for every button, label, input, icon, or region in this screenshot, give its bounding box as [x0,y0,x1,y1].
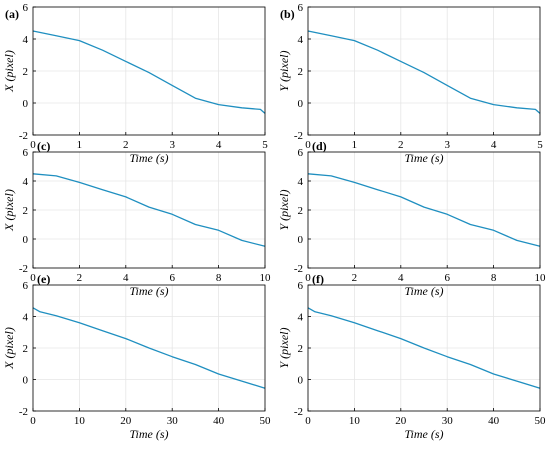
x-tick-label: 50 [260,415,272,427]
y-tick-label: -2 [19,130,28,142]
y-tick-label: 2 [298,66,304,78]
x-tick-label: 1 [352,139,358,151]
y-tick-label: -2 [294,130,303,142]
y-tick-label: 2 [23,343,29,355]
x-tick-label: 8 [491,272,497,284]
y-tick-label: 6 [23,280,29,292]
y-tick-label: 2 [298,343,304,355]
x-tick-label: 2 [398,139,404,151]
y-tick-label: -2 [294,406,303,418]
x-tick-label: 3 [444,139,450,151]
y-axis-label: X (pixel) [2,327,16,370]
x-tick-label: 1 [77,139,83,151]
y-tick-label: 6 [298,280,304,292]
x-axis-label: Time (s) [130,427,169,441]
x-tick-label: 0 [30,415,36,427]
x-axis-label: Time (s) [130,151,169,165]
y-tick-label: 4 [298,34,304,46]
x-tick-label: 5 [537,139,543,151]
series-line [32,173,266,247]
y-tick-label: 4 [23,34,29,46]
series-line [32,30,266,114]
y-axis-label: X (pixel) [2,50,16,93]
x-tick-label: 40 [488,415,500,427]
panel-label: (d) [312,139,327,153]
y-tick-label: -2 [19,263,28,275]
y-tick-label: 0 [23,98,29,110]
x-tick-label: 10 [74,415,86,427]
panel-label: (c) [37,139,50,153]
x-tick-label: 5 [262,139,268,151]
x-axis-label: Time (s) [405,151,444,165]
x-tick-label: 3 [169,139,175,151]
series-line [307,173,541,247]
x-tick-label: 4 [216,139,222,151]
series-line [307,307,541,389]
series-line [32,307,266,389]
y-tick-label: 2 [23,66,29,78]
x-axis-label: Time (s) [130,284,169,298]
x-tick-label: 20 [120,415,132,427]
x-tick-label: 8 [216,272,222,284]
y-tick-label: 6 [298,147,304,159]
x-tick-label: 0 [30,139,36,151]
y-tick-label: 4 [298,176,304,188]
x-tick-label: 0 [30,272,36,284]
y-tick-label: -2 [294,263,303,275]
y-axis-label: Y (pixel) [277,190,291,231]
y-axis-label: Y (pixel) [277,328,291,369]
panel-label: (e) [37,272,50,286]
y-tick-label: 0 [298,234,304,246]
y-axis-label: Y (pixel) [277,51,291,92]
x-tick-label: 6 [444,272,450,284]
y-tick-label: 0 [298,375,304,387]
y-tick-label: 2 [298,205,304,217]
panel-label: (b) [280,7,295,21]
y-tick-label: 4 [23,312,29,324]
x-tick-label: 4 [398,272,404,284]
x-tick-label: 50 [535,415,547,427]
x-tick-label: 4 [491,139,497,151]
x-tick-label: 10 [349,415,361,427]
y-tick-label: 4 [23,176,29,188]
x-tick-label: 6 [169,272,175,284]
x-tick-label: 10 [260,272,272,284]
x-tick-label: 0 [305,272,311,284]
y-tick-label: 0 [298,98,304,110]
x-tick-label: 2 [352,272,358,284]
x-tick-label: 20 [395,415,407,427]
panel-label: (a) [5,7,19,21]
y-tick-label: 6 [23,2,29,14]
x-tick-label: 30 [442,415,454,427]
y-tick-label: 6 [23,147,29,159]
y-tick-label: 6 [298,2,304,14]
panel-label: (f) [312,272,324,286]
x-axis-label: Time (s) [405,427,444,441]
series-line [307,30,541,114]
x-tick-label: 2 [123,139,129,151]
x-tick-label: 4 [123,272,129,284]
x-tick-label: 0 [305,139,311,151]
x-tick-label: 30 [167,415,179,427]
y-tick-label: 4 [298,312,304,324]
x-tick-label: 2 [77,272,83,284]
y-tick-label: 0 [23,234,29,246]
y-tick-label: -2 [19,406,28,418]
x-axis-label: Time (s) [405,284,444,298]
y-tick-label: 0 [23,375,29,387]
y-tick-label: 2 [23,205,29,217]
y-axis-label: X (pixel) [2,189,16,232]
x-tick-label: 0 [305,415,311,427]
x-tick-label: 10 [535,272,547,284]
x-tick-label: 40 [213,415,225,427]
